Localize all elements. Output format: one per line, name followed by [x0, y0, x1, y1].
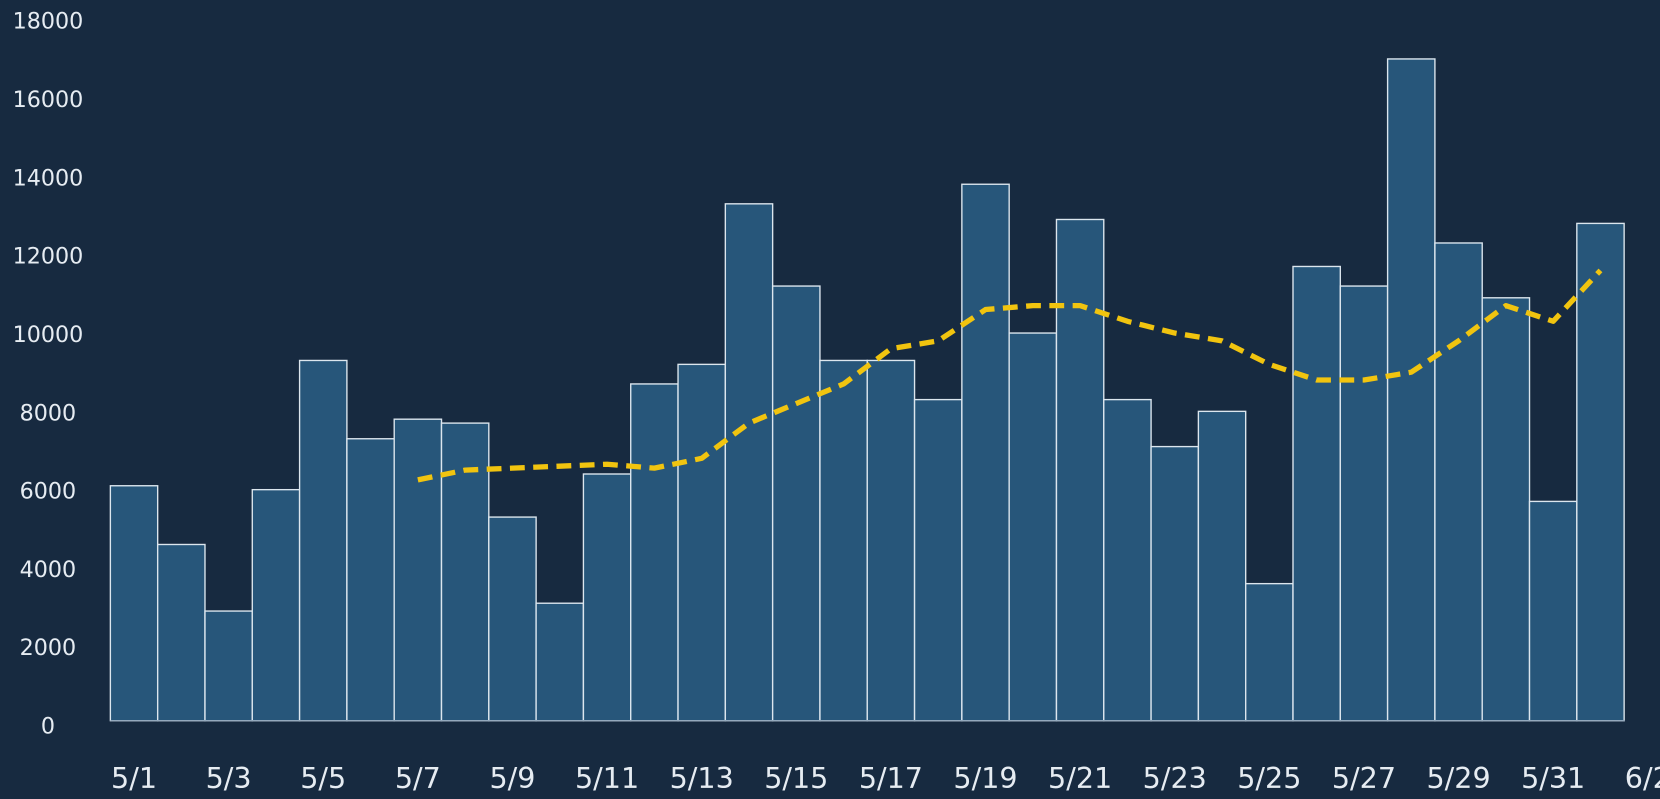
y-tick-label: 10000: [13, 322, 84, 348]
x-tick-label: 5/17: [859, 761, 923, 795]
x-tick-label: 5/19: [953, 761, 1017, 795]
bar: [1008, 332, 1058, 722]
x-tick-label: 5/27: [1332, 761, 1396, 795]
y-tick-label: 14000: [13, 165, 84, 191]
bar: [677, 363, 727, 722]
bar: [204, 610, 253, 722]
bar: [724, 203, 774, 722]
y-tick-label: 12000: [13, 244, 84, 270]
y-tick-label: 8000: [20, 400, 77, 426]
x-tick-label: 5/13: [670, 761, 734, 795]
x-tick-label: 6/2: [1625, 761, 1660, 795]
y-tick-label: 0: [41, 714, 55, 740]
bar: [913, 398, 963, 722]
bar: [1055, 218, 1105, 722]
bar: [393, 418, 443, 722]
bar: [582, 473, 632, 722]
x-tick-label: 5/5: [300, 761, 346, 795]
x-tick-label: 5/9: [489, 761, 535, 795]
y-tick-label: 6000: [20, 479, 77, 505]
bar: [1339, 285, 1389, 722]
bar: [1197, 410, 1247, 722]
bar: [156, 543, 206, 722]
x-tick-label: 5/29: [1426, 761, 1490, 795]
bar: [819, 359, 868, 722]
bar: [109, 485, 159, 722]
moving-average-line: [417, 268, 1603, 483]
y-tick-label: 4000: [20, 557, 77, 583]
bar: [1245, 582, 1294, 722]
x-tick-label: 5/7: [395, 761, 441, 795]
x-tick-label: 5/31: [1521, 761, 1585, 795]
bar: [1292, 265, 1341, 722]
y-tick-label: 2000: [20, 635, 77, 661]
bar: [535, 602, 585, 722]
bar: [1576, 222, 1625, 722]
x-tick-label: 5/15: [764, 761, 828, 795]
bar: [346, 438, 395, 722]
bar: [1386, 58, 1436, 722]
x-tick-label: 5/1: [111, 761, 157, 795]
bar: [961, 183, 1010, 722]
bar: [1150, 445, 1200, 722]
bar: [251, 488, 301, 722]
y-tick-label: 16000: [13, 87, 84, 113]
x-tick-label: 5/23: [1143, 761, 1207, 795]
bar: [1434, 242, 1483, 722]
bar: [1481, 297, 1531, 722]
bar: [298, 359, 348, 722]
x-tick-label: 5/3: [206, 761, 252, 795]
bar: [1103, 398, 1152, 722]
bar: [866, 359, 916, 722]
x-tick-label: 5/25: [1237, 761, 1301, 795]
x-tick-label: 5/11: [575, 761, 639, 795]
bar: [488, 516, 537, 722]
bar: [630, 383, 679, 722]
bar: [1528, 500, 1578, 722]
x-tick-label: 5/21: [1048, 761, 1112, 795]
bar: [771, 285, 821, 722]
y-tick-label: 18000: [13, 9, 84, 35]
